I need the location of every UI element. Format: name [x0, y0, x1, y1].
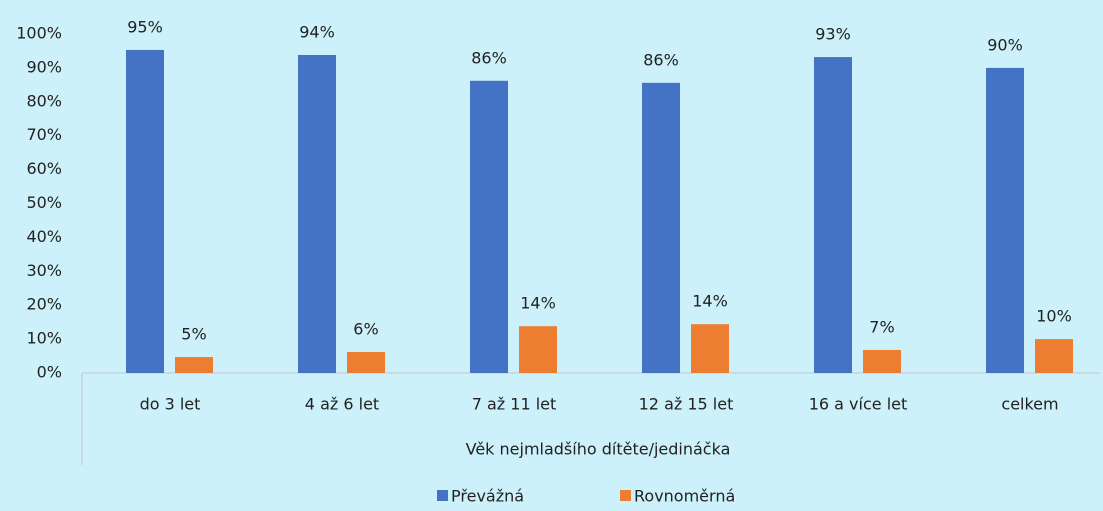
legend-swatch	[437, 490, 448, 501]
data-label: 86%	[643, 50, 679, 69]
y-tick-label: 30%	[26, 261, 62, 280]
data-label: 94%	[299, 23, 335, 42]
legend-swatch	[620, 490, 631, 501]
bar	[986, 67, 1024, 374]
y-tick-label: 70%	[26, 125, 62, 144]
bar	[863, 349, 901, 373]
legend-label: Převážná	[451, 487, 524, 506]
data-label: 14%	[692, 292, 728, 311]
bar	[126, 49, 164, 374]
x-axis-title: Věk nejmladšího dítěte/jedináčka	[466, 440, 731, 459]
y-tick-label: 50%	[26, 193, 62, 212]
data-label: 95%	[127, 17, 163, 36]
y-tick-label: 100%	[16, 24, 62, 43]
data-label: 90%	[987, 35, 1023, 54]
y-tick-label: 40%	[26, 227, 62, 246]
y-tick-label: 10%	[26, 329, 62, 348]
data-label: 86%	[471, 48, 507, 67]
bar	[1035, 339, 1073, 373]
x-tick-label: do 3 let	[140, 395, 201, 414]
bar	[519, 326, 557, 373]
bar	[691, 324, 729, 373]
y-tick-label: 20%	[26, 295, 62, 314]
y-tick-label: 90%	[26, 57, 62, 76]
data-label: 7%	[869, 317, 894, 336]
bar	[347, 351, 385, 373]
bar	[470, 80, 508, 374]
bar	[814, 57, 852, 373]
y-tick-label: 0%	[37, 363, 62, 382]
data-label: 14%	[520, 294, 556, 313]
x-tick-label: celkem	[1001, 395, 1058, 414]
bar	[642, 82, 680, 373]
bar	[175, 357, 213, 373]
x-tick-label: 7 až 11 let	[472, 395, 557, 414]
data-label: 10%	[1036, 307, 1072, 326]
y-tick-label: 60%	[26, 159, 62, 178]
x-tick-label: 12 až 15 let	[639, 395, 734, 414]
x-tick-label: 4 až 6 let	[305, 395, 379, 414]
data-label: 93%	[815, 25, 851, 44]
legend-label: Rovnoměrná	[634, 487, 735, 506]
data-label: 5%	[181, 325, 206, 344]
y-tick-label: 80%	[26, 91, 62, 110]
bar	[298, 55, 336, 373]
x-tick-label: 16 a více let	[809, 395, 908, 414]
data-label: 6%	[353, 319, 378, 338]
